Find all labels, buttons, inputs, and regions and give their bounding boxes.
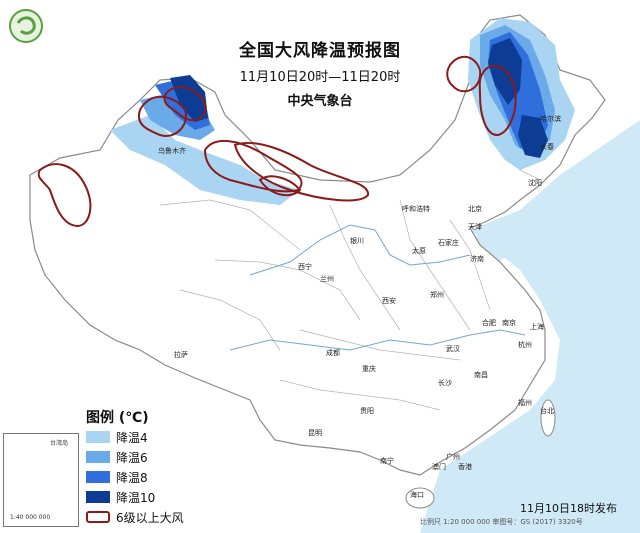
city-label: 香港	[458, 463, 472, 471]
inset-scale: 1:40 000 000	[10, 514, 51, 521]
legend-swatch	[86, 451, 110, 463]
city-label: 太原	[412, 247, 426, 255]
scale-note: 比例尺 1:20 000 000 审图号：GS (2017) 3320号	[420, 518, 583, 526]
hainan-island	[405, 487, 435, 509]
city-label: 南宁	[380, 457, 394, 465]
city-label: 海口	[410, 491, 424, 499]
legend-swatch	[86, 511, 110, 523]
map-legend: 图例 (℃) 降温4 降温6 降温8 降温10 6级以上大风	[80, 403, 198, 531]
city-label: 武汉	[446, 345, 460, 353]
inset-label-taiwan: 台湾岛	[50, 440, 69, 447]
cooling-10-ne-south	[518, 115, 548, 158]
south-china-sea-inset: 台湾岛 1:40 000 000	[3, 433, 79, 527]
city-label: 郑州	[430, 291, 444, 299]
city-label: 重庆	[362, 365, 376, 373]
city-label: 天津	[468, 223, 482, 231]
city-label: 上海	[530, 323, 544, 331]
taiwan-island	[540, 399, 556, 437]
legend-label: 降温10	[116, 491, 156, 505]
city-label: 福州	[518, 399, 532, 407]
cma-logo-icon	[9, 9, 43, 43]
city-label: 长春	[540, 143, 554, 151]
legend-swatch	[86, 491, 110, 503]
cooling-4-nw	[110, 115, 300, 205]
city-label: 北京	[468, 205, 482, 213]
city-label: 银川	[350, 237, 364, 245]
legend-label: 降温4	[116, 431, 148, 445]
city-label: 呼和浩特	[402, 205, 430, 213]
city-label: 乌鲁木齐	[158, 147, 186, 155]
city-label: 西宁	[298, 263, 312, 271]
city-label: 兰州	[320, 275, 334, 283]
city-label: 广州	[446, 453, 460, 461]
city-label: 澳门	[432, 463, 446, 471]
city-label: 拉萨	[174, 351, 188, 359]
issue-time: 11月10日18时发布	[520, 502, 617, 515]
city-label: 哈尔滨	[540, 115, 561, 123]
legend-label: 降温6	[116, 451, 148, 465]
map-issuer: 中央气象台	[287, 94, 353, 109]
city-label: 成都	[326, 349, 340, 357]
legend-swatch	[86, 471, 110, 483]
gale-areas	[37, 55, 517, 228]
city-label: 沈阳	[528, 179, 542, 187]
legend-swatch	[86, 431, 110, 443]
city-label: 南昌	[474, 371, 488, 379]
city-label: 贵阳	[360, 407, 374, 415]
city-label: 石家庄	[438, 239, 459, 247]
city-label: 长沙	[438, 379, 452, 387]
legend-title: 图例 (℃)	[86, 410, 149, 426]
city-label: 西安	[382, 297, 396, 305]
city-label: 济南	[470, 255, 484, 263]
city-label: 合肥	[482, 319, 496, 327]
legend-label: 降温8	[116, 471, 148, 485]
rivers	[229, 224, 526, 351]
city-label: 杭州	[518, 341, 532, 349]
legend-label: 6级以上大风	[116, 511, 184, 525]
city-label: 南京	[502, 319, 516, 327]
city-label: 台北	[540, 407, 554, 415]
east-sea	[420, 120, 640, 533]
city-label: 昆明	[308, 429, 322, 437]
cooling-areas	[110, 18, 575, 205]
map-time-range: 11月10日20时—11日20时	[239, 70, 401, 85]
map-title: 全国大风降温预报图	[239, 41, 401, 61]
